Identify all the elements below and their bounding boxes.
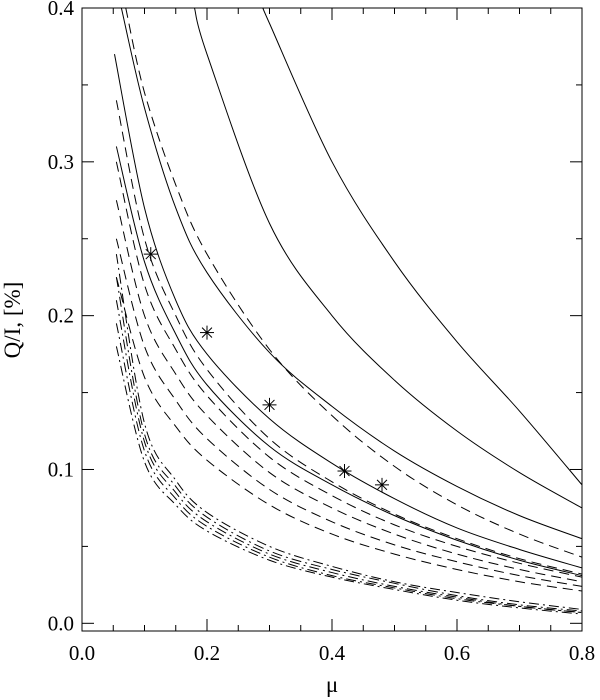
asterisk-marker	[375, 477, 389, 492]
series-line-dashed-5	[125, 8, 582, 558]
asterisk-marker	[143, 247, 158, 262]
series-line-solid-1	[115, 146, 582, 577]
series-line-solid-3	[194, 8, 582, 509]
y-tick-label: 0.4	[48, 0, 75, 20]
marker-layer	[143, 247, 389, 492]
x-tick-label: 0.4	[319, 641, 346, 665]
x-axis-label: μ	[326, 672, 338, 697]
series-line-dashdot-13	[115, 300, 582, 614]
plot-frame	[81, 7, 583, 632]
x-tick-label: 0.0	[69, 641, 95, 665]
series-line-dashed-9	[115, 238, 582, 587]
y-tick-label: 0.2	[48, 304, 74, 328]
y-tick-label: 0.0	[48, 611, 74, 635]
series-line-solid-2	[120, 8, 582, 540]
x-tick-label: 0.8	[569, 641, 595, 665]
series-line-dashdot-14	[115, 323, 582, 614]
series-line-dashdot-12	[115, 277, 582, 612]
series-line-solid-4	[262, 8, 582, 486]
asterisk-marker	[200, 325, 214, 340]
series-line-dashed-8	[115, 200, 582, 583]
series-line-dashed-10	[115, 277, 582, 592]
series-line-solid-0	[114, 54, 582, 569]
tick-labels: 0.0 0.2 0.4 0.6 0.8 0.0 0.1 0.2 0.3 0.4	[48, 0, 595, 665]
asterisk-marker	[337, 464, 352, 479]
y-tick-label: 0.1	[48, 457, 74, 481]
series-layer	[114, 8, 582, 615]
series-line-dashed-7	[115, 161, 582, 578]
axis-ticks	[81, 7, 583, 631]
series-line-dashed-6	[115, 100, 582, 575]
x-tick-label: 0.2	[194, 641, 220, 665]
x-tick-label: 0.6	[444, 641, 470, 665]
asterisk-marker	[262, 397, 277, 412]
y-axis-label: Q/I, [%]	[0, 282, 25, 359]
y-tick-label: 0.3	[48, 150, 74, 174]
series-line-dashdot-11	[115, 254, 582, 610]
series-line-dashdot-15	[115, 346, 582, 615]
